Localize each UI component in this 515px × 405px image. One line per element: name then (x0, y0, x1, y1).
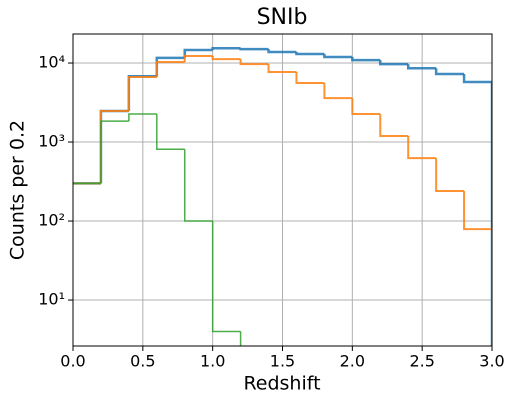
histogram-step (211, 221, 241, 333)
x-tick-label: 2.5 (409, 352, 434, 371)
histogram-step (379, 114, 409, 138)
histogram-step (323, 83, 353, 100)
histogram-step (406, 64, 437, 70)
histogram-step (463, 190, 492, 346)
x-tick-label: 3.0 (479, 352, 504, 371)
x-tick-label: 0.0 (60, 352, 85, 371)
x-tick-label: 1.0 (200, 352, 225, 371)
histogram-step (156, 114, 185, 151)
histogram-step (128, 113, 157, 122)
histogram-step (211, 46, 241, 51)
histogram-step (155, 56, 185, 77)
y-axis-label: Counts per 0.2 (7, 120, 29, 260)
histogram-step (435, 158, 465, 192)
y-tick-label: 10² (38, 211, 65, 230)
y-tick-label: 10¹ (38, 290, 65, 309)
histogram-step (155, 61, 185, 78)
histogram-step (295, 72, 325, 85)
histogram-step (462, 74, 492, 346)
histogram-step (211, 56, 241, 61)
histogram-step (183, 149, 213, 222)
histogram-step (239, 59, 269, 66)
histogram-step (351, 57, 381, 62)
histogram-step (295, 51, 325, 56)
histogram-step (407, 136, 437, 160)
histogram-step (239, 331, 242, 346)
x-tick-label: 2.0 (340, 352, 365, 371)
x-tick-label: 1.5 (270, 352, 295, 371)
histogram-step (100, 120, 129, 184)
histogram-step (434, 68, 465, 76)
histogram-step (239, 47, 269, 51)
plot-area (73, 46, 492, 346)
histogram-step (267, 64, 297, 74)
histogram-step (183, 55, 213, 63)
histogram-step (351, 98, 381, 116)
histogram-step (379, 60, 409, 66)
x-tick-label: 0.5 (130, 352, 155, 371)
chart-title: SNIb (257, 5, 308, 30)
grid (72, 34, 493, 346)
histogram-step (323, 54, 353, 59)
histogram-step (127, 76, 157, 112)
x-axis-label: Redshift (243, 373, 320, 395)
y-tick-label: 10⁴ (38, 53, 65, 72)
histogram-step (267, 49, 297, 54)
y-tick-label: 10³ (38, 132, 65, 151)
